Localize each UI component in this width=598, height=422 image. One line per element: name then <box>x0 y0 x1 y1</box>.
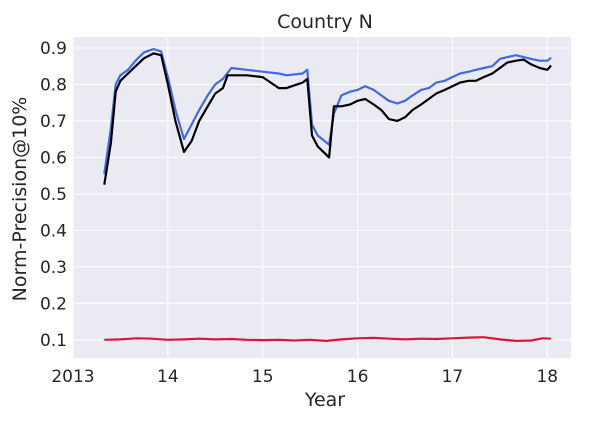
x-axis-ticks: 2013 14 15 16 17 18 <box>51 367 558 387</box>
y-tick-label: 0.3 <box>40 258 67 278</box>
series-lines <box>103 47 552 342</box>
y-tick-label: 0.8 <box>40 75 67 95</box>
chart-title: Country N <box>277 11 373 33</box>
x-tick-label: 16 <box>347 367 369 387</box>
x-axis-label: Year <box>304 389 345 411</box>
y-tick-label: 0.7 <box>40 112 67 132</box>
y-tick-label: 0.2 <box>40 294 67 314</box>
x-tick-label: 14 <box>157 367 179 387</box>
x-tick-label: 18 <box>536 367 558 387</box>
grid-lines <box>72 37 571 358</box>
y-tick-label: 0.6 <box>40 148 67 168</box>
y-tick-label: 0.5 <box>40 185 67 205</box>
y-tick-label: 0.9 <box>40 39 67 59</box>
plot-area <box>73 37 571 358</box>
x-tick-label: 15 <box>252 367 274 387</box>
y-axis-label: Norm-Precision@10% <box>9 97 31 302</box>
x-tick-label: 2013 <box>51 367 94 387</box>
series-line-1 <box>103 47 552 174</box>
series-line-2 <box>103 52 552 185</box>
y-tick-label: 0.4 <box>40 221 67 241</box>
y-tick-label: 0.1 <box>40 331 67 351</box>
y-axis-ticks: 0.1 0.2 0.3 0.4 0.5 0.6 0.7 0.8 0.9 <box>40 39 67 351</box>
x-tick-label: 17 <box>442 367 464 387</box>
series-line-3 <box>104 336 552 342</box>
